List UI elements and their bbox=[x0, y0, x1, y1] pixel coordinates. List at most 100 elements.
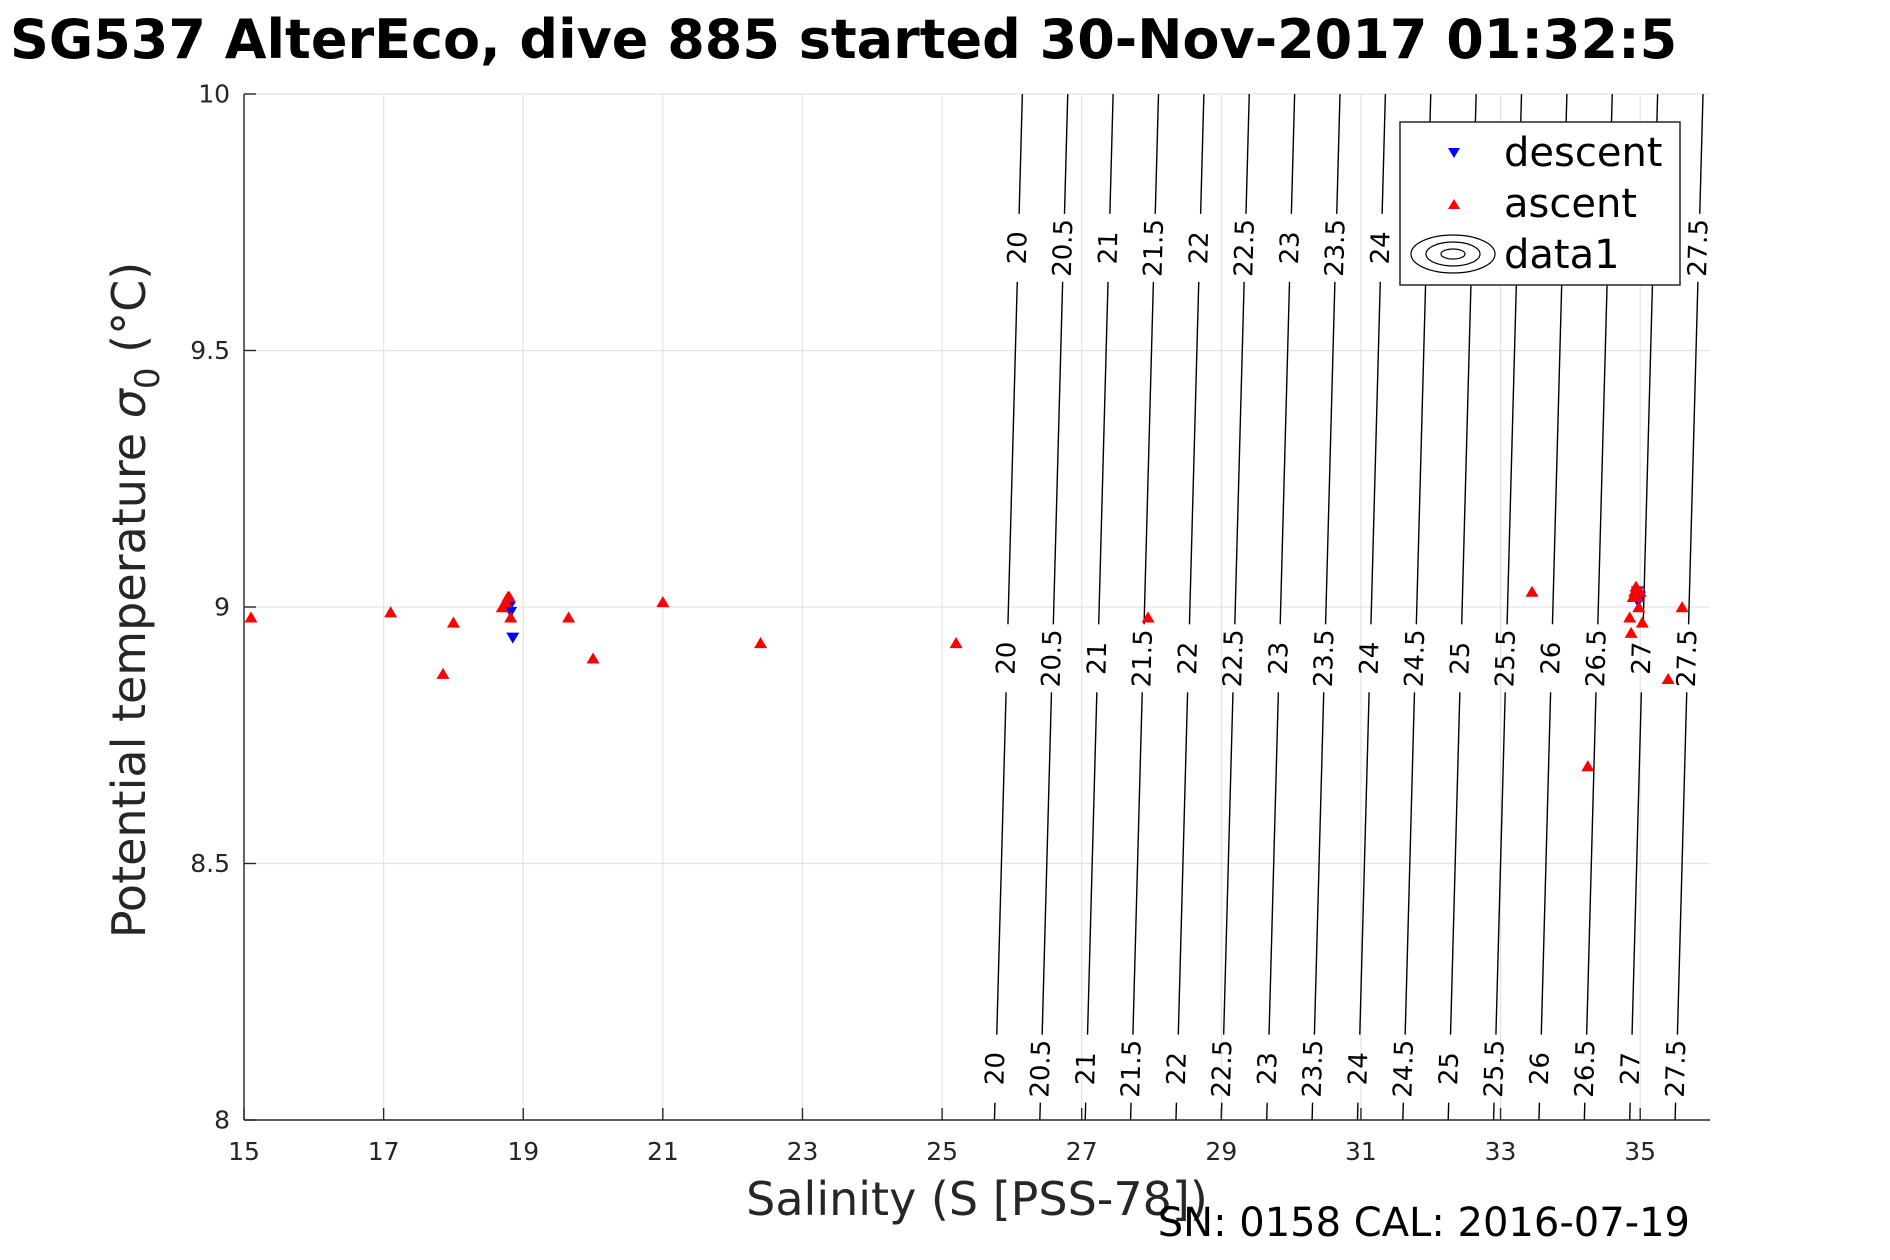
contour-label: 22 bbox=[1184, 231, 1215, 265]
ascent-point bbox=[1623, 611, 1637, 623]
contour-line bbox=[1086, 692, 1098, 1035]
contour-label: 24 bbox=[1355, 641, 1386, 675]
contour-line bbox=[1495, 692, 1506, 1035]
contour-label: 25.5 bbox=[1490, 629, 1522, 688]
chart-title: SG537 AlterEco, dive 885 started 30-Nov-… bbox=[10, 8, 1677, 71]
contour-label: 26 bbox=[1536, 641, 1567, 675]
contour-label: 21.5 bbox=[1139, 219, 1171, 278]
contour-line bbox=[1132, 692, 1143, 1035]
legend-descent-marker bbox=[1448, 148, 1460, 158]
contour-line bbox=[1268, 692, 1280, 1035]
x-tick-label: 15 bbox=[228, 1137, 260, 1166]
contour-line bbox=[1381, 94, 1387, 214]
contour-label: 27 bbox=[1627, 641, 1658, 675]
contour-label: 22.5 bbox=[1229, 219, 1261, 278]
contour-line bbox=[1234, 281, 1245, 625]
y-axis-label: Potential temperature σ0 (°C) bbox=[102, 262, 168, 938]
contour-label: 28 bbox=[1706, 1052, 1737, 1086]
contour-line bbox=[1359, 692, 1370, 1035]
contour-line bbox=[1109, 94, 1114, 214]
contour-line bbox=[1324, 281, 1336, 625]
contour-label: 26 bbox=[1525, 1052, 1556, 1086]
contour-line bbox=[1585, 692, 1597, 1035]
contour-line bbox=[1007, 281, 1018, 625]
contour-label: 20 bbox=[992, 641, 1023, 675]
x-tick-label: 21 bbox=[647, 1137, 679, 1166]
ascent-point bbox=[754, 637, 768, 649]
contour-line bbox=[996, 692, 1007, 1035]
contour-label: 23 bbox=[1253, 1052, 1284, 1086]
ascent-point bbox=[502, 590, 516, 602]
y-tick-labels: 8 8.5 9 9.5 10 bbox=[190, 80, 230, 1135]
contour-line bbox=[1540, 692, 1552, 1035]
x-tick-label: 35 bbox=[1624, 1137, 1656, 1166]
contour-line bbox=[1154, 94, 1160, 214]
contour-line bbox=[1597, 281, 1608, 625]
contour-label: 20 bbox=[1003, 231, 1034, 265]
contour-line bbox=[1551, 281, 1563, 625]
legend-contour-label: data1 bbox=[1504, 232, 1620, 278]
ascent-point bbox=[504, 611, 518, 623]
ascent-point bbox=[1624, 626, 1638, 638]
ascent-point bbox=[1581, 760, 1595, 772]
y-tick-label: 8 bbox=[214, 1106, 230, 1135]
contour-label: 21 bbox=[1082, 641, 1113, 675]
ascent-point bbox=[1632, 601, 1646, 613]
y-axis-label-unit: (°C) bbox=[102, 262, 156, 368]
x-tick-label: 27 bbox=[1066, 1137, 1098, 1166]
ascent-point bbox=[384, 606, 398, 618]
contour-line bbox=[1642, 281, 1654, 625]
contour-label: 20.5 bbox=[1037, 629, 1069, 688]
contour-line bbox=[1188, 281, 1200, 625]
ascent-point bbox=[656, 596, 670, 608]
x-tick-labels: 15 17 19 21 23 25 27 29 31 33 35 bbox=[228, 1137, 1656, 1166]
legend-descent-label: descent bbox=[1504, 130, 1662, 176]
ascent-point bbox=[1675, 601, 1689, 613]
legend-contour-marker bbox=[1410, 234, 1496, 274]
contour-label: 24.5 bbox=[1388, 1039, 1420, 1098]
contour-label: 28 bbox=[1718, 641, 1749, 675]
descent-point bbox=[506, 632, 520, 644]
contour-label: 28 bbox=[1729, 231, 1760, 265]
contour-label: 20 bbox=[980, 1052, 1011, 1086]
contour-label: 24 bbox=[1366, 231, 1397, 265]
contour-label: 21.5 bbox=[1116, 1039, 1148, 1098]
y-axis-label-main: Potential temperature bbox=[102, 418, 156, 938]
ascent-point bbox=[446, 616, 460, 628]
contour-label: 25 bbox=[1445, 641, 1476, 675]
contour-label: 25 bbox=[1434, 1052, 1465, 1086]
contour-line bbox=[1699, 94, 1704, 214]
contour-line bbox=[1143, 281, 1155, 625]
contour-line bbox=[1018, 94, 1024, 214]
contour-line bbox=[1279, 281, 1291, 625]
contour-label: 23.5 bbox=[1309, 629, 1341, 688]
contour-label: 23.5 bbox=[1298, 1039, 1330, 1098]
contour-line bbox=[1336, 94, 1341, 214]
contour-label: 23.5 bbox=[1320, 219, 1352, 278]
contour-label: 26.5 bbox=[1581, 629, 1613, 688]
contour-label: 26.5 bbox=[1570, 1039, 1602, 1098]
contour-label: 24.5 bbox=[1400, 629, 1432, 688]
x-tick-label: 29 bbox=[1205, 1137, 1237, 1166]
contour-line bbox=[1245, 94, 1250, 214]
y-axis-label-symbol: σ bbox=[102, 387, 156, 418]
contour-line bbox=[1041, 692, 1053, 1035]
contour-line bbox=[1449, 692, 1461, 1035]
ascent-point bbox=[1141, 611, 1155, 623]
contour-line bbox=[1676, 692, 1688, 1035]
contour-line bbox=[1177, 692, 1189, 1035]
contour-line bbox=[1097, 281, 1109, 625]
contour-label: 22.5 bbox=[1207, 1039, 1239, 1098]
contour-label: 25.5 bbox=[1479, 1039, 1511, 1098]
contour-label: 20.5 bbox=[1025, 1039, 1057, 1098]
contour-line bbox=[1063, 94, 1069, 214]
contour-line bbox=[1506, 281, 1518, 625]
contour-label: 24 bbox=[1343, 1052, 1374, 1086]
contour-label: 23 bbox=[1275, 231, 1306, 265]
ascent-point bbox=[436, 667, 450, 679]
x-tick-label: 17 bbox=[368, 1137, 400, 1166]
legend-ascent-marker bbox=[1448, 199, 1460, 209]
contour-label: 21.5 bbox=[1127, 629, 1159, 688]
legend: descent ascent data1 bbox=[1399, 121, 1681, 286]
